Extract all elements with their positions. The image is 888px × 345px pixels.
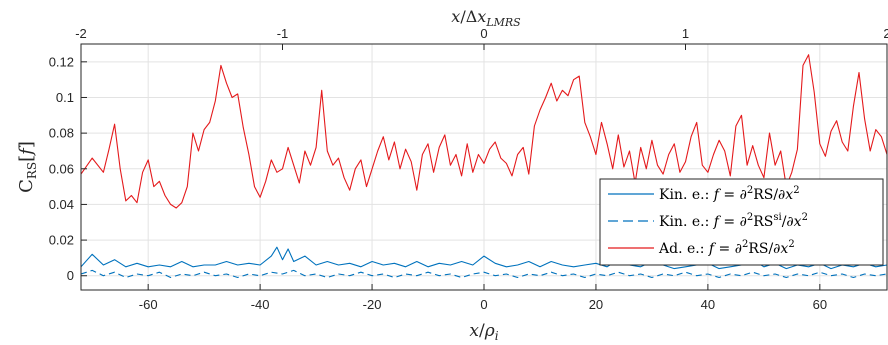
y-tick-label: 0.06 xyxy=(49,161,74,176)
axis-ticks: -60 -40 -20 0 20 40 6000.020.040.060.080.10.12… xyxy=(49,26,888,312)
top-x-tick-label: -1 xyxy=(277,26,289,41)
top-x-tick-label: 0 xyxy=(480,26,487,41)
series-line-2 xyxy=(81,269,887,279)
legend-label-1: Kin. e.: f = ∂2RS/∂x2 xyxy=(659,185,800,203)
x-tick-label: -60 xyxy=(139,297,158,312)
top-x-axis-label: x/ΔxLMRS xyxy=(451,7,521,29)
x-tick-label: 40 xyxy=(701,297,715,312)
legend: Kin. e.: f = ∂2RS/∂x2 Kin. e.: f = ∂2RSsi… xyxy=(599,178,884,266)
y-tick-label: 0.04 xyxy=(49,197,74,212)
x-tick-label: 0 xyxy=(480,297,487,312)
legend-box xyxy=(599,178,884,266)
y-tick-label: 0.08 xyxy=(49,126,74,141)
top-x-tick-label: 2 xyxy=(883,26,888,41)
y-tick-label: 0.1 xyxy=(56,90,74,105)
y-tick-label: 0 xyxy=(67,268,74,283)
y-axis-label: CRS[f] xyxy=(16,141,39,193)
x-tick-label: 60 xyxy=(813,297,827,312)
legend-label-3: Ad. e.: f = ∂2RS/∂x2 xyxy=(658,239,795,257)
y-tick-label: 0.02 xyxy=(49,233,74,248)
x-tick-label: -20 xyxy=(363,297,382,312)
series-line-3 xyxy=(81,54,887,209)
y-tick-label: 0.12 xyxy=(49,54,74,69)
x-axis-label: x/ρi xyxy=(469,321,498,343)
x-tick-label: -40 xyxy=(251,297,270,312)
legend-label-2: Kin. e.: f = ∂2RSsi/∂x2 xyxy=(659,212,808,230)
top-x-tick-label: -2 xyxy=(75,26,87,41)
x-tick-label: 20 xyxy=(589,297,603,312)
top-x-tick-label: 1 xyxy=(682,26,689,41)
